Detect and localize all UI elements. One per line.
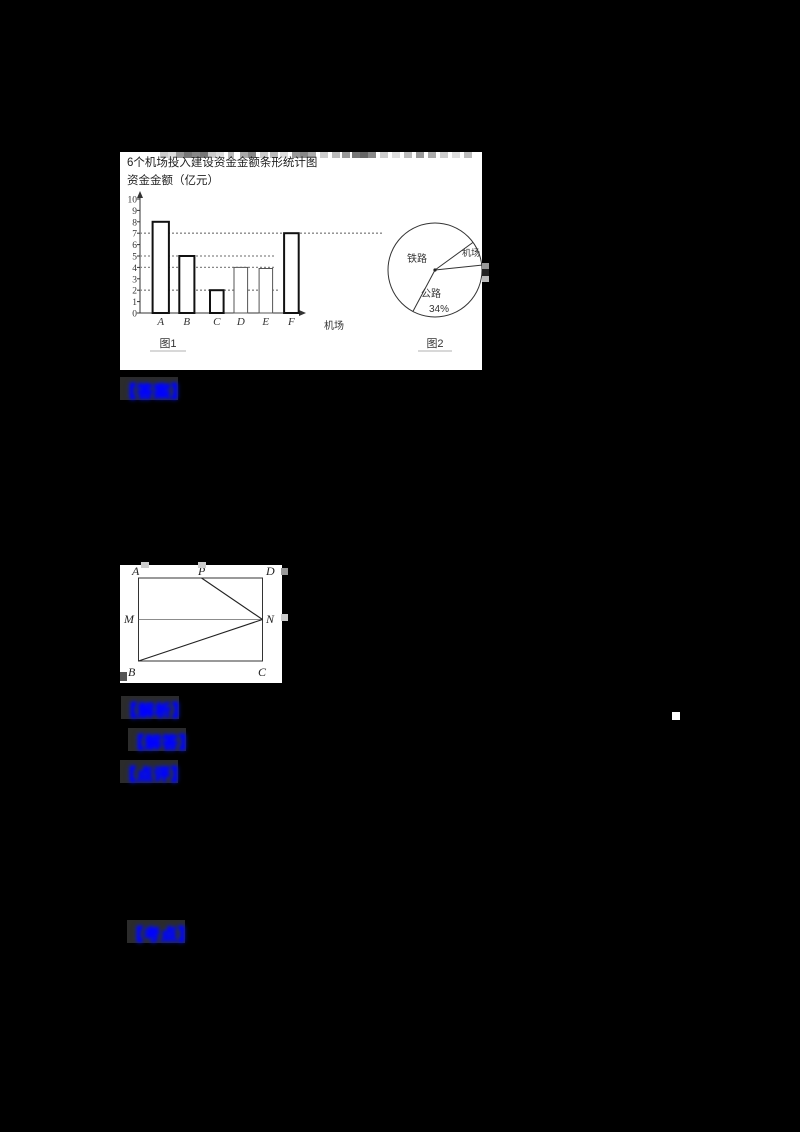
svg-text:34%: 34% (429, 304, 449, 315)
svg-text:0: 0 (132, 310, 137, 320)
svg-text:A: A (131, 565, 140, 578)
svg-text:5: 5 (132, 253, 137, 263)
svg-text:机场: 机场 (462, 247, 480, 258)
svg-text:M: M (123, 612, 135, 626)
svg-text:B: B (183, 316, 190, 328)
svg-text:2: 2 (132, 287, 137, 297)
svg-text:公路: 公路 (421, 287, 441, 300)
svg-text:6个机场投入建设资金金额条形统计图: 6个机场投入建设资金金额条形统计图 (127, 155, 317, 169)
svg-text:N: N (265, 612, 275, 626)
svg-text:C: C (258, 665, 267, 679)
svg-text:资金金额（亿元）: 资金金额（亿元） (127, 173, 219, 187)
svg-text:图1: 图1 (159, 337, 176, 350)
svg-text:铁路: 铁路 (407, 252, 427, 265)
svg-text:6: 6 (132, 241, 137, 251)
svg-text:机场: 机场 (324, 319, 344, 332)
svg-text:E: E (261, 316, 269, 328)
svg-text:图2: 图2 (426, 337, 443, 350)
svg-text:8: 8 (132, 218, 137, 228)
svg-text:F: F (287, 316, 295, 328)
svg-text:B: B (128, 665, 136, 679)
svg-text:4: 4 (132, 264, 137, 274)
svg-text:1: 1 (132, 298, 137, 308)
svg-text:D: D (236, 316, 245, 328)
svg-text:3: 3 (132, 275, 137, 285)
svg-text:C: C (213, 316, 221, 328)
svg-text:10: 10 (128, 196, 138, 206)
svg-text:7: 7 (132, 230, 137, 240)
svg-text:A: A (156, 316, 164, 328)
svg-text:9: 9 (132, 207, 137, 217)
svg-text:D: D (265, 565, 275, 578)
